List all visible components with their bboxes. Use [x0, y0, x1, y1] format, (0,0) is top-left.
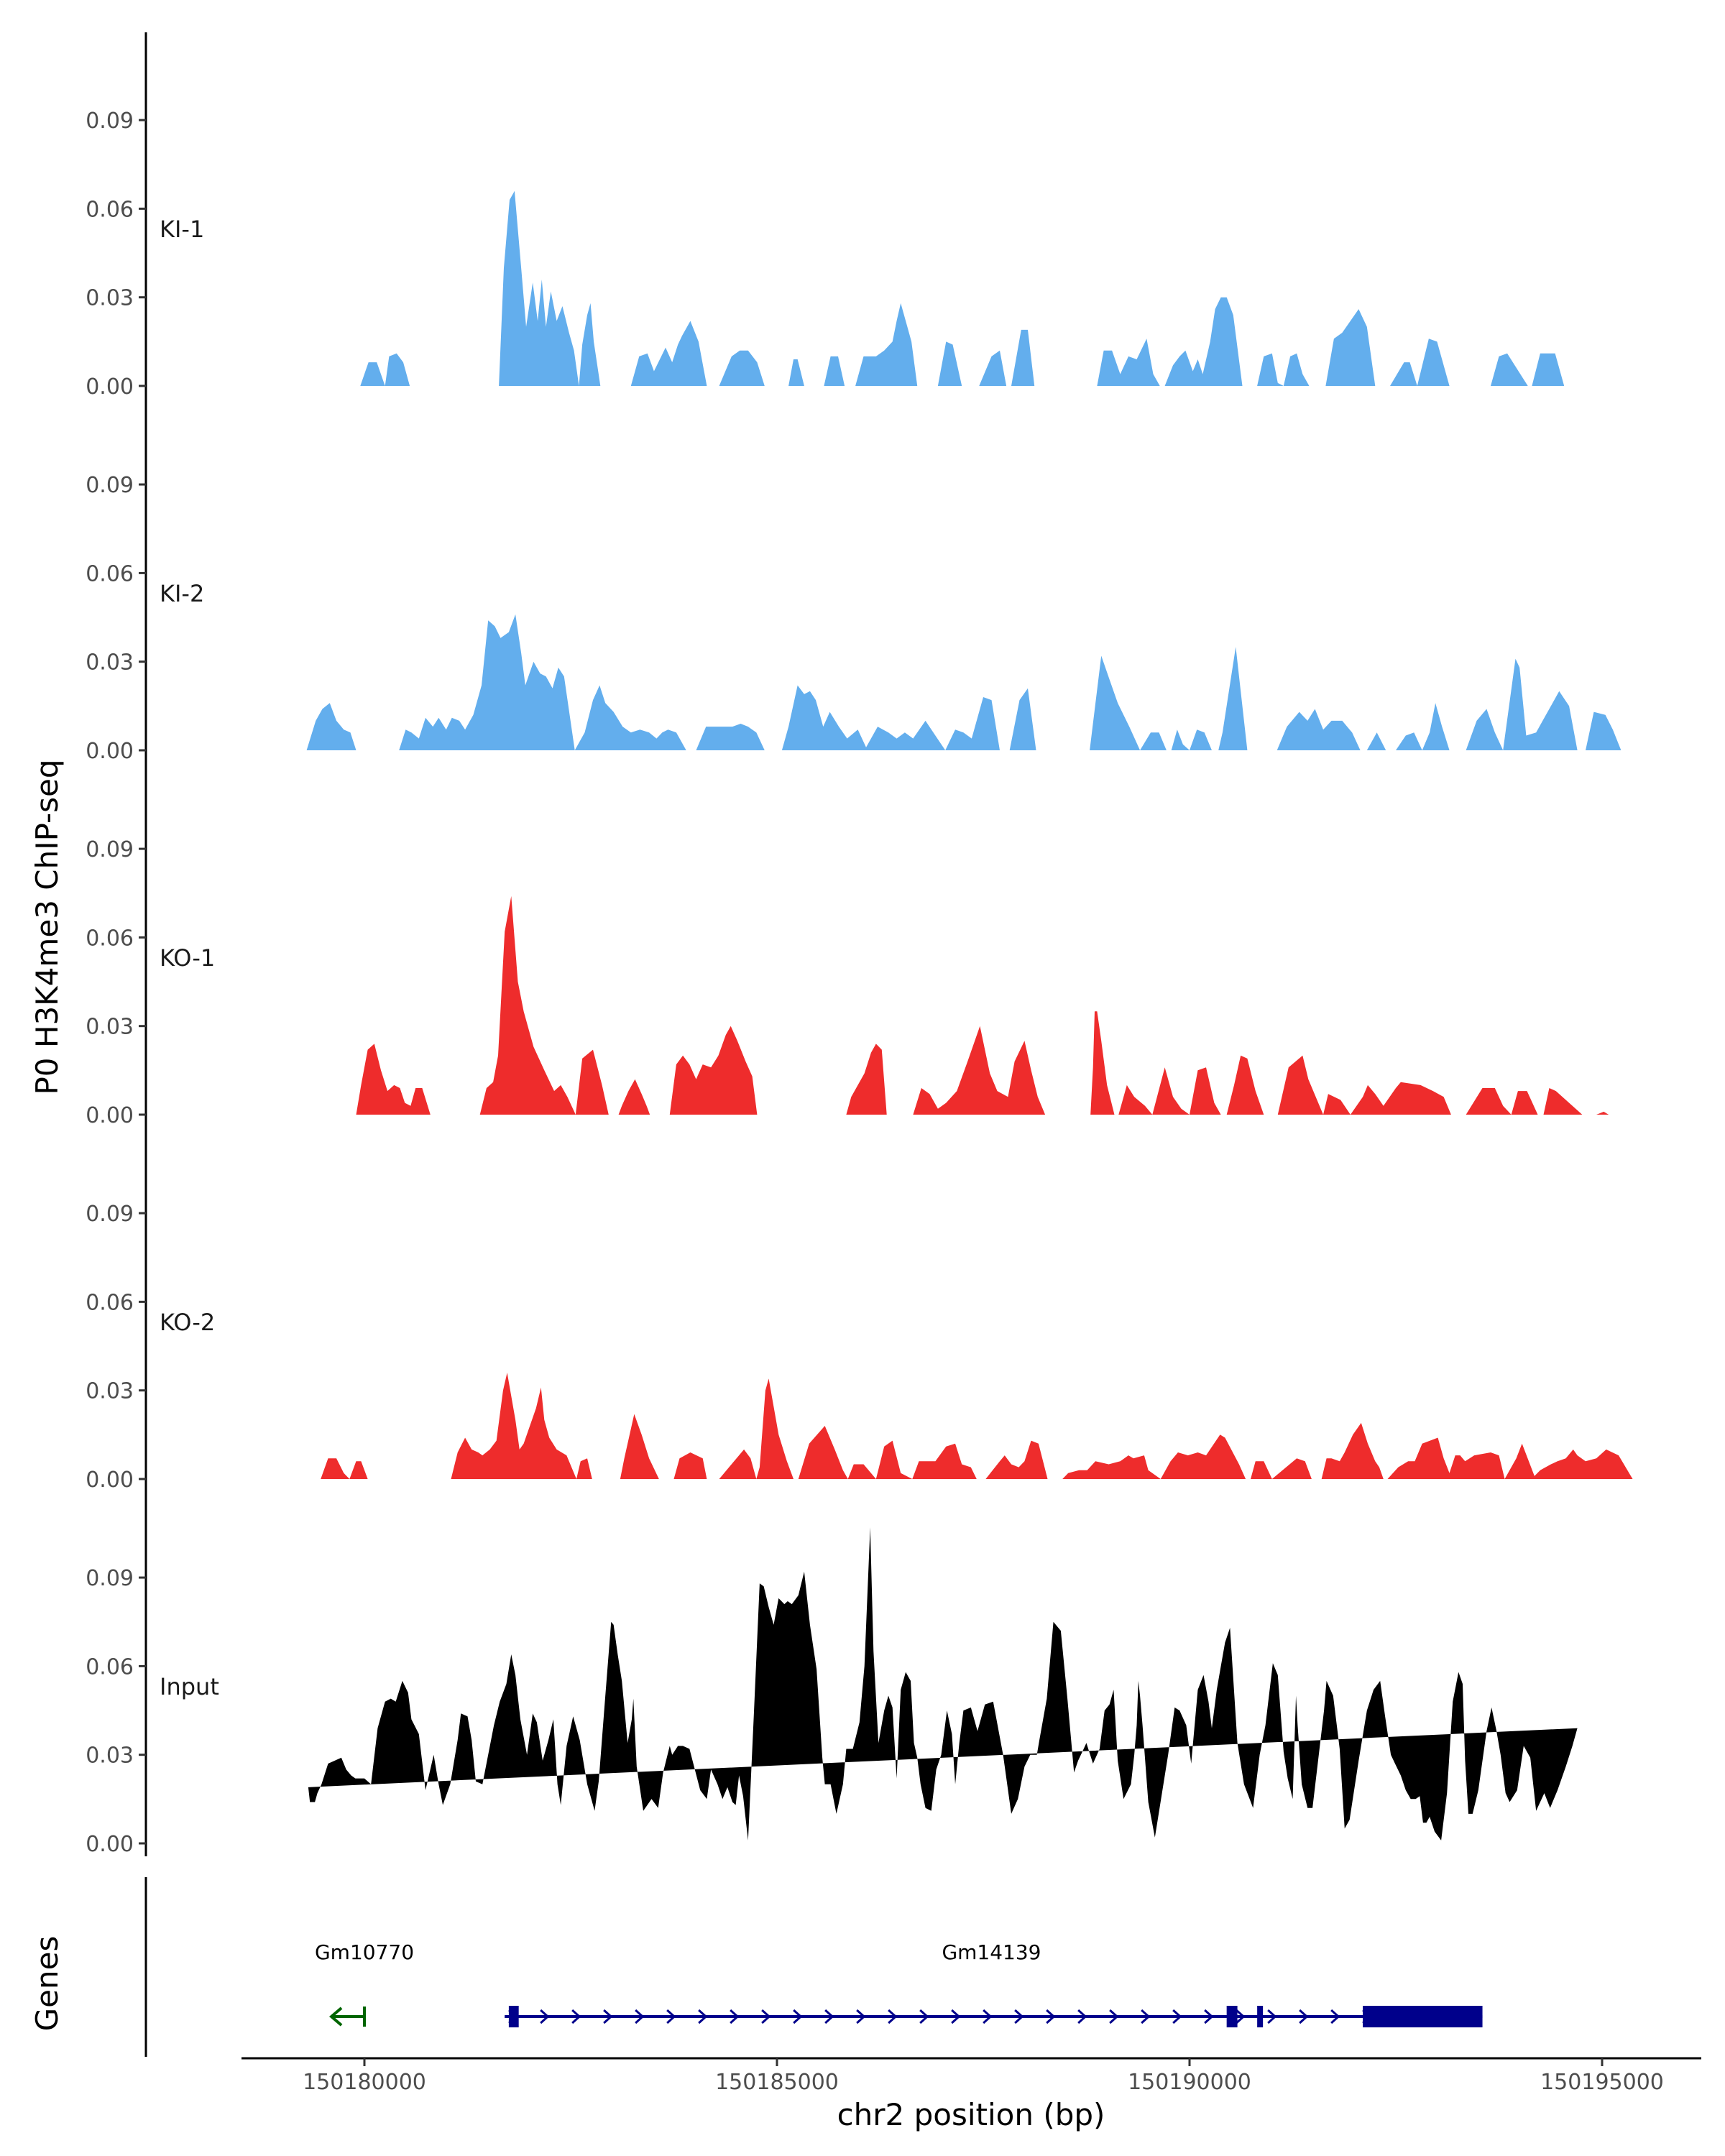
- strand-arrow: [951, 2009, 961, 2024]
- track-label: KO-1: [160, 944, 215, 972]
- y-tick-label: 0.06: [86, 197, 134, 222]
- strand-arrow: [1299, 2009, 1309, 2024]
- strand-arrow: [1046, 2009, 1056, 2024]
- x-tick-label: 150185000: [715, 2070, 839, 2095]
- y-tick-label: 0.06: [86, 1290, 134, 1315]
- strand-arrow: [1330, 2009, 1340, 2024]
- genes-panel: Gm10770 Gm14139: [144, 1877, 1483, 2057]
- strand-arrow: [571, 2009, 581, 2024]
- strand-arrow: [1267, 2009, 1277, 2024]
- strand-arrow: [603, 2009, 613, 2024]
- track-label: Input: [160, 1673, 219, 1700]
- gene-gm14139: Gm14139: [505, 1940, 1483, 2027]
- y-tick-label: 0.00: [86, 1832, 134, 1857]
- gene-exon: [1363, 2006, 1483, 2027]
- y-tick-label: 0.06: [86, 926, 134, 951]
- strand-arrow: [983, 2009, 993, 2024]
- y-axis-title: P0 H3K4me3 ChIP-seq: [29, 759, 65, 1095]
- track-input: 0.00 0.03 0.06 0.09 Input: [86, 1490, 1578, 1857]
- strand-arrow: [824, 2009, 834, 2024]
- y-tick-label: 0.09: [86, 109, 134, 134]
- strand-arrow: [635, 2009, 645, 2024]
- y-tick-label: 0.03: [86, 286, 134, 311]
- gene-label: Gm14139: [942, 1940, 1041, 1964]
- strand-arrow: [666, 2009, 676, 2024]
- track-label: KI-2: [160, 580, 204, 607]
- track-ki-2: 0.00 0.03 0.06 0.09 KI-2: [86, 397, 1622, 764]
- track-ko-2: 0.00 0.03 0.06 0.09 KO-2: [86, 1125, 1633, 1493]
- strand-arrow: [888, 2009, 898, 2024]
- coverage-area: [360, 190, 1572, 386]
- x-axis-title: chr2 position (bp): [837, 2097, 1105, 2132]
- genes-axis-title: Genes: [29, 1936, 65, 2032]
- y-tick-label: 0.06: [86, 561, 134, 586]
- strand-arrow: [540, 2009, 550, 2024]
- coverage-area: [321, 1373, 1633, 1479]
- y-tick-label: 0.00: [86, 1103, 134, 1128]
- y-tick-label: 0.00: [86, 1468, 134, 1493]
- track-label: KI-1: [160, 216, 204, 243]
- y-tick-label: 0.00: [86, 739, 134, 764]
- x-tick-label: 150190000: [1128, 2070, 1251, 2095]
- x-tick-label: 150180000: [303, 2070, 426, 2095]
- strand-arrow: [1204, 2009, 1214, 2024]
- y-tick-label: 0.06: [86, 1654, 134, 1680]
- y-tick-label: 0.09: [86, 1202, 134, 1227]
- track-label: KO-2: [160, 1309, 215, 1336]
- strand-arrow: [1172, 2009, 1182, 2024]
- y-tick-label: 0.03: [86, 1015, 134, 1040]
- strand-arrow: [1077, 2009, 1087, 2024]
- track-ki-1: 0.00 0.03 0.06 0.09 KI-1: [86, 32, 1572, 400]
- coverage-area: [356, 895, 1609, 1115]
- y-tick-label: 0.09: [86, 837, 134, 862]
- strand-arrow: [919, 2009, 929, 2024]
- strand-arrow: [1014, 2009, 1024, 2024]
- tracks-group: 0.00 0.03 0.06 0.09 KI-1 0.00 0.03 0.06 0.09 KI-2…: [86, 32, 1633, 1857]
- gene-exon: [508, 2006, 519, 2027]
- strand-arrow: [856, 2009, 866, 2024]
- strand-arrow: [329, 2007, 343, 2027]
- strand-arrow: [1236, 2009, 1246, 2024]
- gene-label: Gm10770: [315, 1940, 414, 1964]
- y-tick-label: 0.03: [86, 650, 134, 676]
- y-tick-label: 0.03: [86, 1743, 134, 1769]
- y-tick-label: 0.09: [86, 1566, 134, 1591]
- y-tick-label: 0.00: [86, 374, 134, 400]
- strand-arrow: [1109, 2009, 1119, 2024]
- coverage-area: [308, 1527, 1578, 1841]
- gene-gm10770: Gm10770: [315, 1940, 414, 2027]
- strand-arrow: [793, 2009, 803, 2024]
- strand-arrow: [698, 2009, 708, 2024]
- coverage-area: [306, 614, 1622, 750]
- y-tick-label: 0.09: [86, 473, 134, 498]
- x-axis: 150180000 150185000 150190000 150195000: [242, 2057, 1701, 2095]
- strand-arrow: [730, 2009, 740, 2024]
- strand-arrow: [761, 2009, 771, 2024]
- strand-arrow: [1141, 2009, 1151, 2024]
- gene-exon: [1257, 2006, 1264, 2027]
- x-tick-label: 150195000: [1540, 2070, 1664, 2095]
- track-ko-1: 0.00 0.03 0.06 0.09 KO-1: [86, 761, 1609, 1128]
- y-tick-label: 0.03: [86, 1379, 134, 1404]
- gene-exon: [1226, 2006, 1238, 2027]
